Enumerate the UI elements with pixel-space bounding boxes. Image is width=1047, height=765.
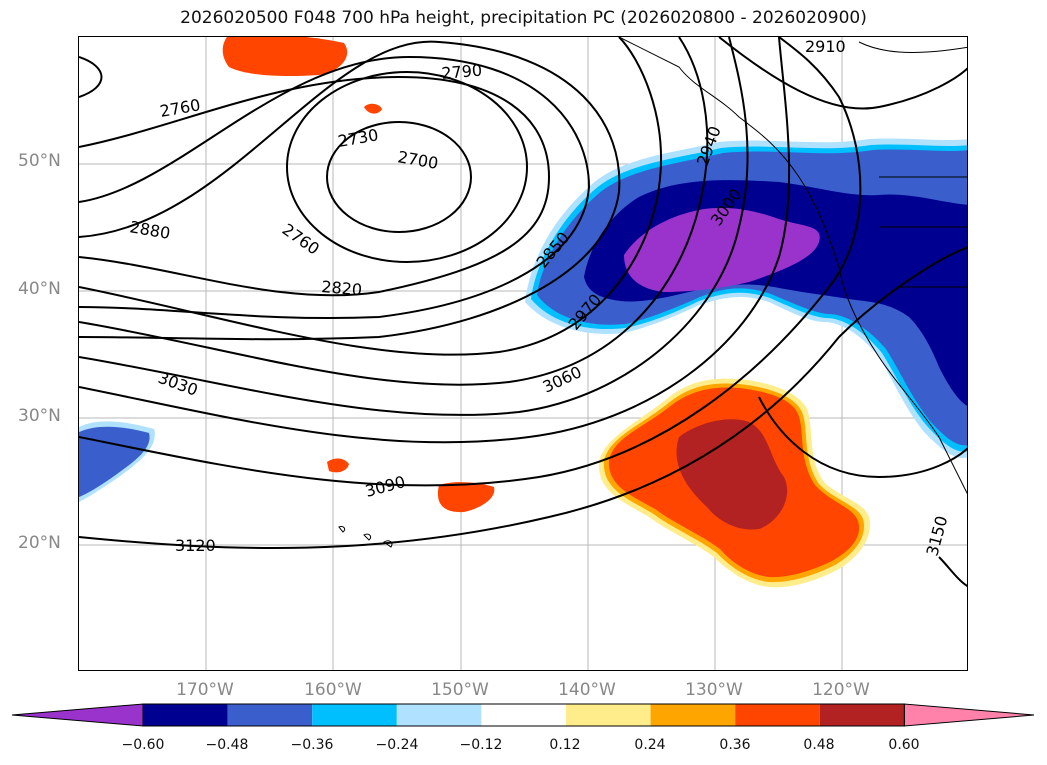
negative-precip-patch-west [79,421,155,502]
colorbar-tick: 0.12 [549,737,581,753]
contour-label: 2760 [279,220,323,259]
contour-label: 2760 [158,95,201,121]
contour-label: 2700 [396,147,439,173]
contour-label: 2820 [321,277,363,299]
colorbar-extend-max [903,703,1035,727]
colorbar-tick: 0.36 [719,737,751,753]
colorbar-segment [481,704,566,726]
contour-label: 3030 [156,368,201,400]
colorbar [11,703,1035,727]
graticule [79,37,967,670]
colorbar-tick: 0.24 [634,737,666,753]
colorbar-outline [142,703,905,727]
height-contours [79,37,967,587]
lon-label-170w: 170°W [176,680,234,700]
contour-label: 2790 [441,61,483,83]
lon-label-120w: 120°W [812,680,870,700]
lat-label-30n: 30°N [18,406,61,426]
lon-label-150w: 150°W [431,680,489,700]
map-title: 2026020500 F048 700 hPa height, precipit… [180,8,867,28]
contour-label: 2880 [128,217,171,243]
colorbar-tick: −0.48 [205,737,249,753]
colorbar-segment [735,704,820,726]
contour-label: 3150 [923,514,952,558]
contour-label: 2910 [805,37,846,56]
lon-label-140w: 140°W [558,680,616,700]
contour-label: 3090 [363,472,407,501]
colorbar-segment [227,704,313,726]
colorbar-extend-min [11,703,144,727]
lat-label-40n: 40°N [18,279,61,299]
colorbar-segment [396,704,482,726]
contour-label: 3060 [540,362,585,396]
colorbar-tick: 0.60 [888,737,920,753]
contour-label: 3120 [175,536,216,555]
colorbar-segment [143,704,228,726]
colorbar-segment [312,704,397,726]
colorbar-tick: 0.48 [803,737,835,753]
contour-label: 2730 [336,125,379,151]
lat-label-50n: 50°N [18,151,61,171]
lat-label-20n: 20°N [18,533,61,553]
lon-label-160w: 160°W [304,680,362,700]
lon-label-130w: 130°W [685,680,743,700]
coastlines [338,37,967,548]
colorbar-tick: −0.24 [375,737,419,753]
colorbar-tick: −0.60 [121,737,165,753]
colorbar-segment [819,704,905,726]
colorbar-tick: −0.12 [459,737,503,753]
colorbar-segment [566,704,651,726]
map-panel: 2760 2790 2730 2700 2910 2940 3000 2880 … [78,36,968,671]
colorbar-tick: −0.36 [290,737,334,753]
colorbar-segment [650,704,736,726]
map-canvas: 2760 2790 2730 2700 2910 2940 3000 2880 … [79,37,967,670]
